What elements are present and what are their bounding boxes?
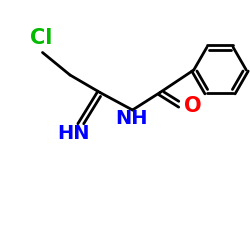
Text: HN: HN: [58, 124, 90, 143]
Text: Cl: Cl: [30, 28, 52, 48]
Text: NH: NH: [115, 109, 148, 128]
Text: O: O: [184, 96, 202, 116]
